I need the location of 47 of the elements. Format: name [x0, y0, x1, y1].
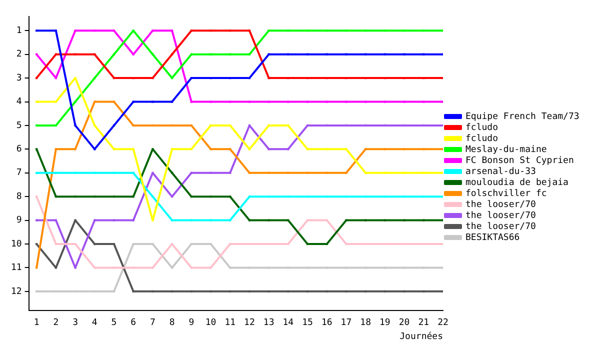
y-tick-label: 1 — [16, 26, 22, 36]
y-tick-label: 11 — [10, 263, 22, 274]
legend-label: folschviller fc — [466, 188, 547, 199]
y-tick-label: 7 — [16, 168, 22, 178]
x-tick-label: 2 — [53, 318, 59, 328]
y-tick-label: 9 — [16, 216, 22, 226]
x-tick-label: 5 — [111, 318, 117, 328]
legend-label: BESIKTAS66 — [466, 232, 520, 243]
x-tick-label: 17 — [340, 318, 352, 328]
x-tick-label: 10 — [205, 318, 216, 328]
x-tick-label: 19 — [380, 318, 390, 328]
y-tick-label: 2 — [16, 50, 22, 60]
x-tick-label: 6 — [130, 318, 136, 328]
legend-label: fcludo — [466, 134, 498, 144]
x-tick-label: 20 — [398, 318, 410, 328]
y-tick-label: 10 — [10, 239, 22, 250]
legend-label: Meslay-du-maine — [466, 144, 547, 155]
x-tick-label: 13 — [263, 318, 274, 328]
legend-label: arsenal-du-33 — [466, 166, 536, 177]
x-tick-label: 1 — [34, 318, 40, 328]
legend-label: Equipe French Team/73 — [466, 112, 580, 122]
x-tick-label: 21 — [418, 318, 430, 328]
y-tick-label: 12 — [10, 286, 22, 297]
legend-label: the looser/70 — [466, 200, 536, 210]
x-tick-label: 7 — [150, 318, 156, 328]
legend-label: mouloudia de bejaia — [466, 178, 568, 188]
y-tick-label: 6 — [16, 144, 22, 155]
x-axis-title: Journées — [400, 330, 443, 342]
x-tick-label: 14 — [282, 318, 294, 328]
x-tick-label: 11 — [224, 318, 236, 328]
legend-label: FC Bonson St Cyprien — [466, 156, 574, 166]
x-tick-label: 4 — [92, 318, 98, 328]
legend-label: fcludo — [466, 122, 498, 133]
x-tick-label: 16 — [321, 318, 332, 328]
legend-label: the looser/70 — [466, 210, 536, 221]
y-tick-label: 4 — [16, 97, 22, 108]
y-tick-label: 8 — [16, 192, 22, 202]
x-tick-label: 15 — [302, 318, 313, 328]
y-tick-label: 5 — [16, 120, 22, 131]
x-tick-label: 18 — [360, 318, 372, 328]
y-tick-label: 3 — [16, 73, 22, 84]
x-tick-label: 8 — [169, 318, 175, 328]
x-tick-label: 22 — [438, 318, 448, 328]
x-tick-label: 3 — [72, 318, 78, 328]
legend-label: the looser/70 — [466, 222, 536, 232]
x-tick-label: 12 — [244, 318, 255, 328]
x-tick-label: 9 — [188, 318, 194, 328]
